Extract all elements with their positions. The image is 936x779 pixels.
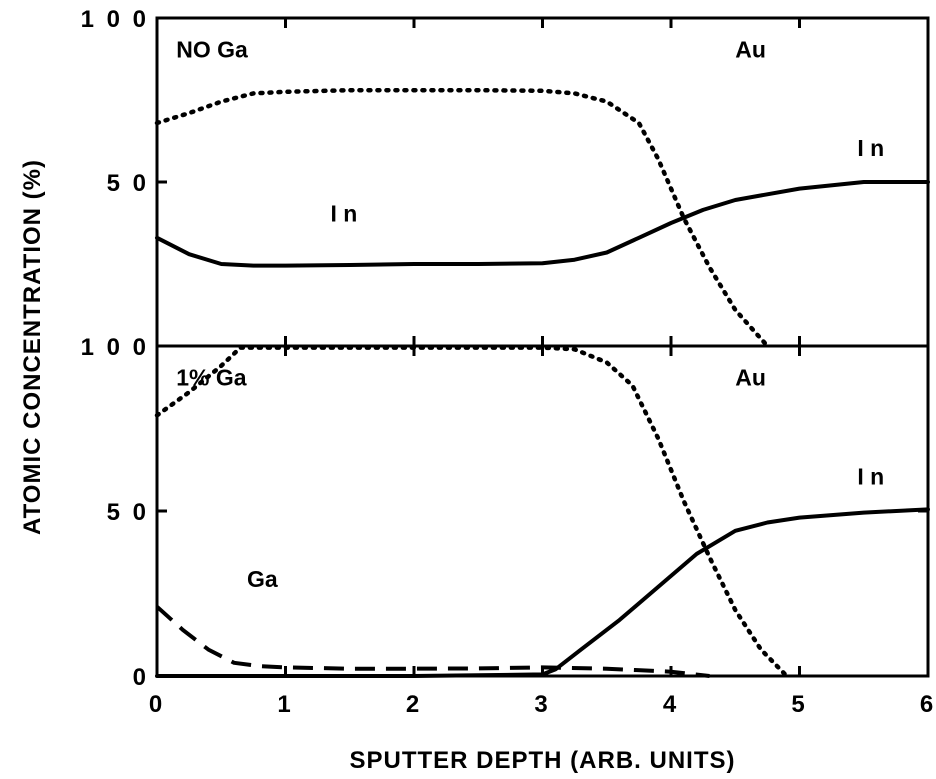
annotation-top: I n xyxy=(330,200,357,226)
panel-bottom: 0 5 0 1 0 0 0 1 2 3 4 5 6 1% Ga Au I n Ga xyxy=(81,334,936,718)
x-tick-label: 4 xyxy=(663,691,679,718)
y-tick-label-bottom: 0 xyxy=(133,664,149,691)
annotation-top: NO Ga xyxy=(176,36,248,62)
y-tick-label-bottom: 5 0 xyxy=(107,499,149,526)
series-ga-bottom xyxy=(155,605,710,678)
annotation-top: I n xyxy=(857,135,884,161)
y-tick-label-top: 5 0 xyxy=(107,170,149,197)
x-tick-label: 3 xyxy=(534,691,550,718)
series-au-top xyxy=(154,87,770,349)
annotation-bottom: Ga xyxy=(247,566,278,592)
y-tick-label-top: 1 0 0 xyxy=(81,6,149,33)
annotation-bottom: 1% Ga xyxy=(176,365,247,391)
series-in-top xyxy=(155,180,930,268)
x-tick-label: 1 xyxy=(277,691,293,718)
x-tick-label: 6 xyxy=(920,691,936,718)
chart-panels: 5 0 1 0 0 NO Ga Au I n I n 0 5 0 1 0 0 0 1 2 3 4 5 6 1% … xyxy=(81,6,936,718)
annotation-bottom: I n xyxy=(857,464,884,490)
x-tick-label: 2 xyxy=(406,691,422,718)
x-tick-label: 0 xyxy=(149,691,165,718)
panel-top: 5 0 1 0 0 NO Ga Au I n I n xyxy=(81,6,930,349)
plot-frame-top xyxy=(155,16,930,348)
series-au-bottom xyxy=(154,345,789,679)
annotation-top: Au xyxy=(735,36,766,62)
x-tick-label: 5 xyxy=(791,691,807,718)
y-axis-title: ATOMIC CONCENTRATION (%) xyxy=(19,159,46,535)
plot-frame-bottom xyxy=(155,344,930,678)
y-tick-label-bottom: 1 0 0 xyxy=(81,334,149,361)
annotation-bottom: Au xyxy=(735,365,766,391)
axis-titles: SPUTTER DEPTH (ARB. UNITS) ATOMIC CONCEN… xyxy=(19,159,736,774)
series-in-bottom xyxy=(155,507,930,678)
x-axis-title: SPUTTER DEPTH (ARB. UNITS) xyxy=(350,747,736,774)
